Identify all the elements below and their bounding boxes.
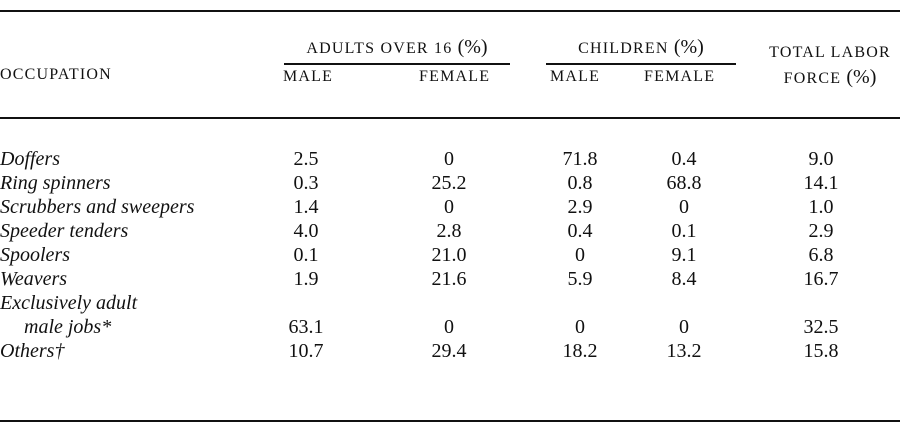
row-label: Exclusively adult: [0, 292, 138, 314]
children-female-value: 0: [679, 316, 689, 338]
adults-female-value: 29.4: [431, 340, 467, 362]
bottom-rule: [0, 420, 900, 422]
adults-female-value: 2.8: [436, 220, 462, 242]
row-label: Others†: [0, 340, 65, 362]
total-header-line2: FORCE (%): [760, 66, 900, 89]
table-row-others: Others† 10.7 29.4 18.2 13.2 15.8: [0, 340, 900, 364]
children-female-value: 68.8: [666, 172, 702, 194]
total-value: 9.0: [808, 148, 834, 170]
row-label: Speeder tenders: [0, 220, 129, 242]
children-male-value: 0.4: [567, 220, 593, 242]
children-male-value: 71.8: [562, 148, 598, 170]
children-female-value: 8.4: [671, 268, 697, 290]
adults-female-header: FEMALE: [419, 68, 491, 85]
adults-group-label: ADULTS OVER 16: [306, 40, 453, 57]
total-value: 32.5: [803, 316, 839, 338]
children-female-value: 0: [679, 196, 689, 218]
row-label: Doffers: [0, 148, 60, 170]
row-label: male jobs*: [24, 316, 112, 338]
adults-male-value: 2.5: [293, 148, 319, 170]
table-row-exclusively-adult: Exclusively adult: [0, 292, 900, 316]
adults-male-value: 63.1: [288, 316, 324, 338]
row-label: Scrubbers and sweepers: [0, 196, 195, 218]
adults-male-value: 10.7: [288, 340, 324, 362]
adults-male-value: 4.0: [293, 220, 319, 242]
total-value: 1.0: [808, 196, 834, 218]
children-male-value: 2.9: [567, 196, 593, 218]
children-female-value: 0.1: [671, 220, 697, 242]
adults-female-value: 0: [444, 196, 454, 218]
adults-male-value: 1.4: [293, 196, 319, 218]
adults-female-value: 0: [444, 148, 454, 170]
adults-male-value: 1.9: [293, 268, 319, 290]
children-male-value: 0.8: [567, 172, 593, 194]
children-female-value: 0.4: [671, 148, 697, 170]
total-header-pct: (%): [846, 66, 877, 88]
row-label: Ring spinners: [0, 172, 111, 194]
adults-female-value: 21.0: [431, 244, 467, 266]
total-value: 2.9: [808, 220, 834, 242]
total-value: 6.8: [808, 244, 834, 266]
table-row-scrubbers: Scrubbers and sweepers 1.4 0 2.9 0 1.0: [0, 196, 900, 220]
adults-group-pct: (%): [457, 36, 488, 58]
adults-male-value: 0.1: [293, 244, 319, 266]
children-male-value: 0: [575, 316, 585, 338]
children-female-value: 13.2: [666, 340, 702, 362]
children-group-label: CHILDREN: [578, 40, 669, 57]
children-male-value: 5.9: [567, 268, 593, 290]
adults-male-header: MALE: [283, 68, 334, 85]
total-value: 14.1: [803, 172, 839, 194]
table-row-weavers: Weavers 1.9 21.6 5.9 8.4 16.7: [0, 268, 900, 292]
row-label: Weavers: [0, 268, 68, 290]
adults-female-value: 25.2: [431, 172, 467, 194]
top-rule: [0, 10, 900, 12]
occupation-header: OCCUPATION: [0, 66, 112, 83]
table-row-speeder-tenders: Speeder tenders 4.0 2.8 0.4 0.1 2.9: [0, 220, 900, 244]
header-rule: [0, 117, 900, 119]
total-header-force: FORCE: [783, 70, 842, 87]
table-row-spoolers: Spoolers 0.1 21.0 0 9.1 6.8: [0, 244, 900, 268]
table-row-male-jobs: male jobs* 63.1 0 0 0 32.5: [0, 316, 900, 340]
children-female-value: 9.1: [671, 244, 697, 266]
table-row-doffers: Doffers 2.5 0 71.8 0.4 9.0: [0, 148, 900, 172]
children-group-underline: [546, 63, 736, 65]
table-row-ring-spinners: Ring spinners 0.3 25.2 0.8 68.8 14.1: [0, 172, 900, 196]
adults-female-value: 0: [444, 316, 454, 338]
children-group-header: CHILDREN (%): [548, 36, 734, 59]
children-group-pct: (%): [673, 36, 704, 58]
children-female-header: FEMALE: [644, 68, 716, 85]
adults-group-underline: [284, 63, 510, 65]
adults-female-value: 21.6: [431, 268, 467, 290]
children-male-header: MALE: [550, 68, 601, 85]
row-label: Spoolers: [0, 244, 70, 266]
total-header-line1: TOTAL LABOR: [769, 44, 891, 61]
total-value: 16.7: [803, 268, 839, 290]
adults-male-value: 0.3: [293, 172, 319, 194]
children-male-value: 0: [575, 244, 585, 266]
adults-group-header: ADULTS OVER 16 (%): [286, 36, 508, 59]
children-male-value: 18.2: [562, 340, 598, 362]
total-value: 15.8: [803, 340, 839, 362]
